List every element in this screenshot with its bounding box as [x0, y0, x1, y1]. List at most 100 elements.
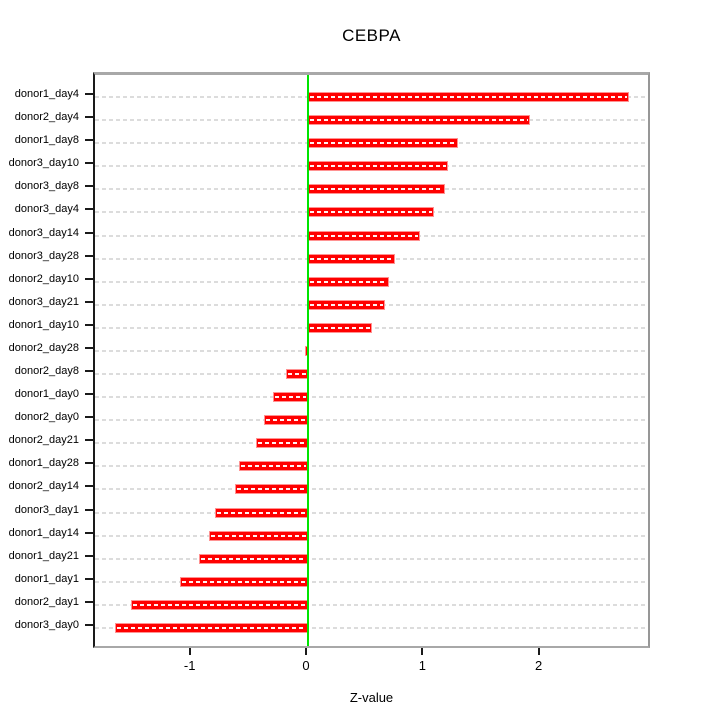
y-axis-label-donor2_day14: donor2_day14	[8, 480, 79, 493]
bar-stripe	[310, 303, 383, 306]
y-axis-label-donor2_day28: donor2_day28	[8, 341, 79, 354]
y-axis-tick	[85, 323, 93, 326]
y-axis-label-donor1_day14: donor1_day14	[8, 526, 79, 539]
y-axis-label-donor3_day8: donor3_day8	[14, 180, 79, 193]
y-axis-label-donor2_day1: donor2_day1	[14, 595, 79, 608]
bar-stripe	[265, 419, 306, 422]
x-axis-tick-label: 1	[418, 658, 426, 673]
y-axis-tick	[85, 231, 93, 234]
y-axis-label-donor3_day4: donor3_day4	[14, 203, 79, 216]
y-axis-tick	[85, 254, 93, 257]
y-axis-tick	[85, 346, 93, 349]
x-axis-tick	[188, 648, 191, 655]
row-gridline	[95, 534, 648, 537]
y-axis-tick	[85, 624, 93, 626]
y-axis-label-donor1_day21: donor1_day21	[8, 549, 79, 562]
bar-donor2_day10	[308, 276, 390, 287]
y-axis-label-donor3_day21: donor3_day21	[8, 295, 79, 308]
bar-donor1_day10	[308, 322, 372, 333]
y-axis-label-donor2_day0: donor2_day0	[14, 411, 79, 424]
y-axis-label-donor2_day21: donor2_day21	[8, 434, 79, 447]
y-axis-tick	[85, 185, 93, 188]
plot-area	[93, 72, 650, 648]
x-axis-tick-label: -1	[183, 658, 196, 673]
bar-stripe	[310, 234, 418, 237]
y-axis-tick	[85, 416, 93, 419]
bar-stripe	[236, 488, 306, 491]
x-axis-title: Z-value	[349, 690, 394, 705]
bar-donor3_day8	[308, 184, 446, 195]
bar-donor2_day8	[285, 369, 308, 380]
y-axis-label-donor2_day10: donor2_day10	[8, 272, 79, 285]
y-axis-label-donor1_day28: donor1_day28	[8, 457, 79, 470]
chart-title: CEBPA	[342, 26, 401, 45]
y-axis-label-donor1_day4: donor1_day4	[14, 88, 79, 100]
y-axis-tick	[85, 577, 93, 580]
x-axis-tick	[305, 648, 307, 655]
x-axis-tick-label: 0	[302, 658, 310, 673]
bar-donor2_day14	[234, 484, 308, 495]
bar-donor3_day28	[308, 253, 396, 264]
y-axis-label-donor3_day14: donor3_day14	[8, 226, 79, 239]
bar-stripe	[287, 373, 306, 376]
row-gridline	[95, 627, 648, 629]
bar-stripe	[310, 119, 529, 122]
y-axis-label-donor3_day28: donor3_day28	[8, 249, 79, 262]
bar-stripe	[310, 142, 457, 145]
row-gridline	[95, 488, 648, 491]
y-axis-tick	[85, 300, 93, 303]
y-axis-tick	[85, 162, 93, 165]
bar-donor2_day4	[308, 115, 531, 126]
bar-stripe	[310, 326, 370, 329]
y-axis-tick	[85, 116, 93, 119]
bar-donor3_day1	[214, 507, 308, 518]
bar-stripe	[310, 188, 444, 191]
bar-stripe	[211, 534, 306, 537]
y-axis-tick	[85, 208, 93, 211]
row-gridline	[95, 465, 648, 468]
y-axis-label-donor2_day4: donor2_day4	[14, 111, 79, 124]
bar-stripe	[275, 396, 306, 399]
bar-donor1_day14	[209, 530, 308, 541]
row-gridline	[95, 419, 648, 422]
row-gridline	[95, 557, 648, 560]
bar-donor2_day0	[263, 415, 308, 426]
x-axis-tick	[421, 648, 424, 655]
bar-donor1_day1	[180, 576, 308, 587]
zero-reference-line	[307, 75, 309, 646]
x-axis-tick-label: 2	[535, 658, 543, 673]
y-axis-tick	[85, 485, 93, 488]
bar-donor3_day0	[114, 623, 308, 633]
bar-donor2_day1	[131, 599, 308, 610]
y-axis-tick	[85, 139, 93, 142]
bar-stripe	[200, 557, 306, 560]
bar-stripe	[310, 280, 388, 283]
bar-stripe	[241, 465, 306, 468]
y-axis-tick	[85, 531, 93, 534]
y-axis-label-donor3_day0: donor3_day0	[14, 619, 79, 631]
bar-stripe	[257, 442, 306, 445]
bar-donor3_day4	[308, 207, 434, 218]
bar-stripe	[133, 603, 306, 606]
y-axis-label-donor1_day1: donor1_day1	[14, 572, 79, 585]
bar-stripe	[116, 627, 306, 629]
bar-stripe	[310, 165, 446, 168]
bar-donor1_day21	[198, 553, 308, 564]
y-axis-tick	[85, 554, 93, 557]
y-axis-label-donor2_day8: donor2_day8	[14, 365, 79, 378]
y-axis-tick	[85, 370, 93, 373]
y-axis-label-donor3_day10: donor3_day10	[8, 157, 79, 170]
bar-donor2_day21	[255, 438, 308, 449]
x-axis-tick	[537, 648, 540, 655]
y-axis-tick	[85, 93, 93, 95]
bar-stripe	[182, 580, 306, 583]
bar-donor1_day4	[308, 92, 630, 102]
y-axis-label-donor1_day8: donor1_day8	[14, 134, 79, 147]
row-gridline	[95, 511, 648, 514]
bar-donor3_day14	[308, 230, 420, 241]
bar-stripe	[216, 511, 306, 514]
row-gridline	[95, 396, 648, 399]
y-axis-tick	[85, 439, 93, 442]
y-axis-tick	[85, 508, 93, 511]
